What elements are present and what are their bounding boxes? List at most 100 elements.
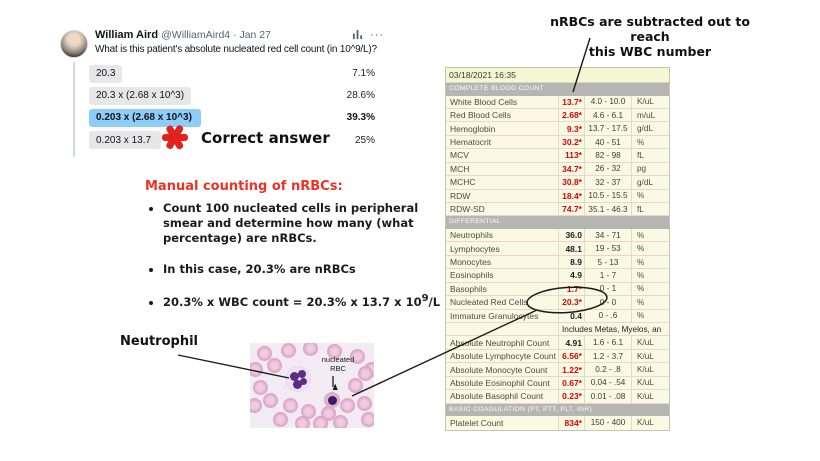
red-blood-cell xyxy=(326,343,342,359)
neutrophil-nucleus-lobe xyxy=(290,372,299,381)
nucleated-rbc-label: nucleated RBC xyxy=(321,355,355,373)
red-blood-cell xyxy=(347,377,363,393)
red-blood-cell xyxy=(272,411,288,427)
poll-option-percentage: 39.3% xyxy=(346,112,375,124)
test-value: 30.2* xyxy=(558,135,585,149)
poll: 20.3 7.1% 20.3 x (2.68 x 10^3) 28.6% 0.203 x… xyxy=(89,65,375,153)
reference-range: 35.1 - 46.3 xyxy=(585,203,632,216)
reference-range: 32 - 37 xyxy=(585,176,632,189)
red-blood-cell xyxy=(356,395,372,411)
test-value: 0.67* xyxy=(558,376,585,390)
table-row: MCH 34.7* 26 - 32 pg xyxy=(446,162,669,177)
reference-range: 4.0 - 10.0 xyxy=(585,95,632,108)
test-value: 9.3* xyxy=(558,122,585,135)
test-name: Absolute Neutrophil Count xyxy=(450,337,550,348)
poll-option-4[interactable]: 0.203 x 13.7 25% xyxy=(89,131,375,149)
test-units: % xyxy=(637,284,645,294)
test-value: 34.7* xyxy=(558,162,585,176)
poll-option-percentage: 25% xyxy=(354,134,375,146)
red-blood-cell xyxy=(262,392,278,408)
test-name: MCHC xyxy=(450,177,476,188)
test-value: 0.23* xyxy=(558,390,585,403)
red-blood-cell xyxy=(282,397,298,413)
correct-answer-asterisk-icon xyxy=(161,123,189,151)
test-name: Lymphocytes xyxy=(450,243,500,254)
table-row: Nucleated Red Cells 20.3* 0 - 0% xyxy=(446,296,669,310)
red-blood-cell xyxy=(302,343,318,356)
neutrophil-nucleus-lobe xyxy=(293,380,302,389)
table-section-header: DIFFERENTIAL xyxy=(446,216,669,229)
red-blood-cell xyxy=(300,403,316,419)
blood-smear-image: nucleated RBC xyxy=(250,343,374,428)
test-units: K/uL xyxy=(637,378,654,388)
nucleated-rbc-cell xyxy=(324,392,340,408)
table-row: Neutrophils 36.0 34 - 71% xyxy=(446,228,669,243)
manual-counting-list: Count 100 nucleated cells in peripheral … xyxy=(148,201,459,325)
neutrophil-cell xyxy=(285,366,311,392)
wbc-annotation: nRBCs are subtracted out to reach this W… xyxy=(550,14,750,59)
table-row: Immature Granulocytes 0.4 0 - .6% xyxy=(446,309,669,323)
reference-range: 82 - 98 xyxy=(585,149,632,162)
test-value: 2.68* xyxy=(558,108,585,122)
table-row: Eosinophils 4.9 1 - 7% xyxy=(446,269,669,283)
test-name: Absolute Basophil Count xyxy=(450,391,544,402)
test-value: 36.0 xyxy=(558,228,585,242)
test-units: % xyxy=(637,270,645,280)
table-row: Hemoglobin 9.3* 13.7 - 17.5 g/dL xyxy=(446,122,669,136)
test-name: Neutrophils xyxy=(450,230,493,241)
correct-answer-label: Correct answer xyxy=(201,129,330,147)
test-name: Red Blood Cells xyxy=(450,110,511,121)
lab-timestamp: 03/18/2021 16:35 xyxy=(446,68,669,83)
thread-connector-line xyxy=(73,62,75,157)
reference-range: 0.2 - .8 xyxy=(585,363,632,376)
reference-range: 0 - 1 xyxy=(585,282,632,296)
avatar[interactable] xyxy=(60,30,88,58)
red-blood-cell xyxy=(312,415,328,428)
test-units: % xyxy=(637,191,645,201)
reference-range: 19 - 53 xyxy=(585,242,632,255)
test-name: MCH xyxy=(450,163,470,174)
tweet-meta[interactable]: @WilliamAird4 · Jan 27 xyxy=(161,29,271,41)
analytics-icon[interactable] xyxy=(352,29,363,40)
test-name: Basophils xyxy=(450,283,487,294)
reference-range: 5 - 13 xyxy=(585,255,632,269)
red-blood-cell xyxy=(252,379,268,395)
reference-range: 0 - 0 xyxy=(585,296,632,309)
reference-range: 40 - 51 xyxy=(585,135,632,149)
table-row: Absolute Basophil Count 0.23* 0.01 - .08 K/… xyxy=(446,390,669,404)
reference-range: 13.7 - 17.5 xyxy=(585,122,632,135)
reference-range: 1.6 - 6.1 xyxy=(585,336,632,349)
test-units: % xyxy=(637,311,645,321)
test-units: fL xyxy=(637,204,644,214)
test-units: % xyxy=(637,137,645,147)
red-blood-cell xyxy=(250,397,262,413)
table-row: Monocytes 8.9 5 - 13% xyxy=(446,255,669,270)
test-units: K/uL xyxy=(637,365,654,375)
test-name: Hematocrit xyxy=(450,137,492,148)
test-value: 8.9 xyxy=(558,255,585,269)
poll-option-3[interactable]: 0.203 x (2.68 x 10^3) 39.3% xyxy=(89,109,375,127)
poll-option-2[interactable]: 20.3 x (2.68 x 10^3) 28.6% xyxy=(89,87,375,105)
red-blood-cell xyxy=(294,415,310,428)
tweet-actions: ··· xyxy=(352,29,386,40)
test-name: Eosinophils xyxy=(450,270,494,281)
test-units: % xyxy=(637,297,645,307)
test-name: Immature Granulocytes xyxy=(450,310,539,321)
reference-range: 1 - 7 xyxy=(585,269,632,282)
more-icon[interactable]: ··· xyxy=(370,28,384,41)
red-blood-cell xyxy=(280,343,296,358)
table-row: MCHC 30.8* 32 - 37 g/dL xyxy=(446,176,669,190)
lab-results-table: 03/18/2021 16:35 COMPLETE BLOOD COUNT Whi… xyxy=(445,67,670,431)
tweet-author[interactable]: William Aird xyxy=(95,29,159,41)
test-value: 18.4* xyxy=(558,189,585,202)
table-section-header: COMPLETE BLOOD COUNT xyxy=(446,83,669,96)
test-name: RDW xyxy=(450,190,471,201)
table-row: Red Blood Cells 2.68* 4.6 - 6.1 m/uL xyxy=(446,108,669,123)
test-value: 0.4 xyxy=(558,309,585,322)
neutrophil-nucleus-lobe xyxy=(298,370,306,378)
table-row: Basophils 1.7* 0 - 1% xyxy=(446,282,669,297)
test-name: Platelet Count xyxy=(450,417,504,428)
test-units: K/uL xyxy=(637,418,654,428)
poll-option-1[interactable]: 20.3 7.1% xyxy=(89,65,375,83)
red-blood-cell xyxy=(332,414,348,428)
